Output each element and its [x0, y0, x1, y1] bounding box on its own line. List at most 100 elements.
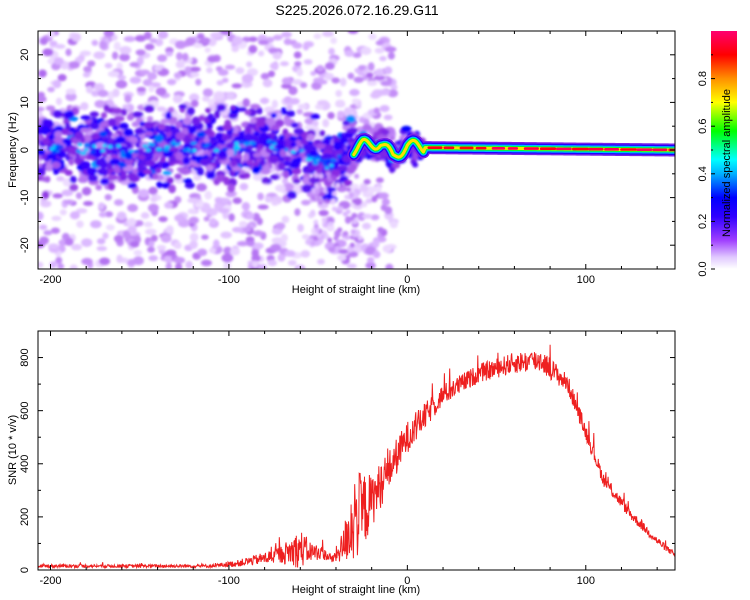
spectrogram-cell	[257, 192, 264, 201]
spectrogram-cell	[378, 89, 391, 96]
spectrogram-cell	[367, 62, 375, 72]
spectrogram-cell	[330, 199, 336, 205]
spectrogram-cell	[380, 204, 388, 212]
y-tick-label: 0	[19, 567, 31, 573]
spectrogram-cell	[47, 31, 55, 39]
spectrogram-cell	[38, 69, 47, 78]
spectrogram-cell	[349, 88, 360, 97]
spectrogram-cell	[242, 98, 251, 108]
spectrogram-cell	[329, 158, 337, 163]
spectrogram-cell	[135, 117, 144, 123]
spectrogram-cell	[124, 94, 132, 103]
spectrogram-cell	[317, 258, 325, 265]
spectrogram-cell	[282, 177, 289, 185]
spectrogram-cell	[322, 31, 334, 37]
spectrogram-cell	[363, 118, 370, 126]
spectrogram-heatmap	[38, 31, 675, 269]
spectrogram-cell	[182, 52, 189, 62]
spectrogram-cell	[352, 213, 358, 219]
spectrogram-cell	[49, 147, 55, 151]
spectrogram-cell	[246, 68, 259, 77]
spectrogram-cell	[136, 220, 144, 227]
spectrogram-cell	[334, 101, 346, 108]
spectrogram-cell	[156, 106, 166, 112]
spectrogram-cell	[118, 122, 129, 130]
spectrogram-cell	[174, 40, 187, 50]
spectrogram-cell	[207, 55, 218, 63]
y-tick-label: 10	[19, 96, 31, 108]
spectrogram-cell	[179, 166, 191, 175]
spectrogram-cell	[205, 107, 212, 114]
spectrogram-cell	[113, 165, 121, 175]
spectrogram-cell	[253, 242, 264, 250]
spectrogram-cell	[107, 144, 113, 149]
spectrogram-cell	[325, 171, 331, 177]
spectrogram-cell	[50, 227, 60, 234]
spectrogram-cell	[209, 217, 217, 226]
spectrogram-cell	[206, 67, 213, 74]
spectrogram-cell	[173, 241, 182, 250]
spectrogram-cell	[281, 77, 292, 85]
spectrogram-cell	[330, 169, 341, 176]
spectrogram-cell	[318, 238, 324, 244]
spectrogram-cell	[313, 33, 322, 40]
spectrogram-cell	[175, 152, 184, 161]
spectrogram-cell	[116, 211, 127, 221]
spectrogram-cell	[344, 50, 355, 57]
spectrogram-cell	[378, 192, 389, 199]
spectrogram-cell	[223, 246, 232, 255]
spectrogram-cell	[312, 120, 319, 127]
y-tick-label: 200	[19, 508, 31, 526]
spectrogram-cell	[182, 156, 191, 165]
spectrogram-cell	[156, 244, 167, 251]
spectrogram-x-axis: -200 -100 0 100	[39, 31, 658, 286]
spectrogram-cell	[246, 61, 253, 68]
spectrogram-cell	[205, 122, 213, 131]
spectrogram-cell	[191, 116, 201, 126]
spectrogram-cell	[76, 208, 88, 214]
spectrogram-cell	[294, 61, 302, 67]
spectrogram-cell	[98, 211, 107, 218]
snr-x-axis: -200 -100 0 100	[39, 331, 658, 587]
spectrogram-cell	[310, 240, 316, 246]
spectrogram-cell	[355, 242, 361, 248]
spectrogram-cell	[243, 142, 249, 146]
spectrogram-cell	[134, 34, 147, 42]
spectrogram-cell	[313, 223, 319, 229]
spectrogram-cell	[174, 214, 186, 222]
spectrogram-cell	[371, 195, 378, 203]
spectrogram-cell	[167, 106, 175, 113]
spectrogram-cell	[353, 76, 364, 83]
spectrogram-cell	[143, 121, 155, 129]
spectrogram-cell	[81, 257, 93, 266]
spectrogram-cell	[52, 193, 63, 199]
spectrogram-cell	[385, 263, 394, 269]
spectrogram-cell	[89, 149, 96, 154]
spectrogram-cell	[144, 150, 152, 158]
spectrogram-cell	[241, 201, 251, 211]
spectrogram-cell	[127, 225, 137, 234]
spectrogram-cell	[184, 66, 192, 75]
spectrogram-cell	[276, 113, 283, 119]
spectrogram-cell	[57, 263, 65, 269]
spectrogram-cell	[231, 166, 242, 172]
spectrogram-cell	[157, 123, 166, 131]
spectrogram-cell	[65, 48, 72, 57]
spectrogram-cell	[165, 51, 173, 57]
spectrogram-cell	[373, 75, 386, 81]
spectrogram-cell	[272, 148, 278, 153]
spectrogram-cell	[293, 51, 302, 59]
spectrogram-cell	[362, 124, 373, 132]
spectrogram-cell	[142, 144, 147, 148]
spectrogram-cell	[323, 222, 329, 228]
snr-panel: -200 -100 0 100 0 200 400 600 800 Height of str…	[7, 330, 676, 596]
spectrogram-cell	[175, 60, 185, 69]
spectrogram-cell	[51, 215, 62, 221]
spectrogram-cell	[315, 155, 320, 160]
spectrogram-cell	[104, 193, 112, 201]
spectrogram-cell	[283, 182, 294, 192]
spectrogram-cell	[59, 209, 67, 216]
spectrogram-cell	[112, 125, 119, 131]
spectrogram-cell	[230, 105, 237, 111]
